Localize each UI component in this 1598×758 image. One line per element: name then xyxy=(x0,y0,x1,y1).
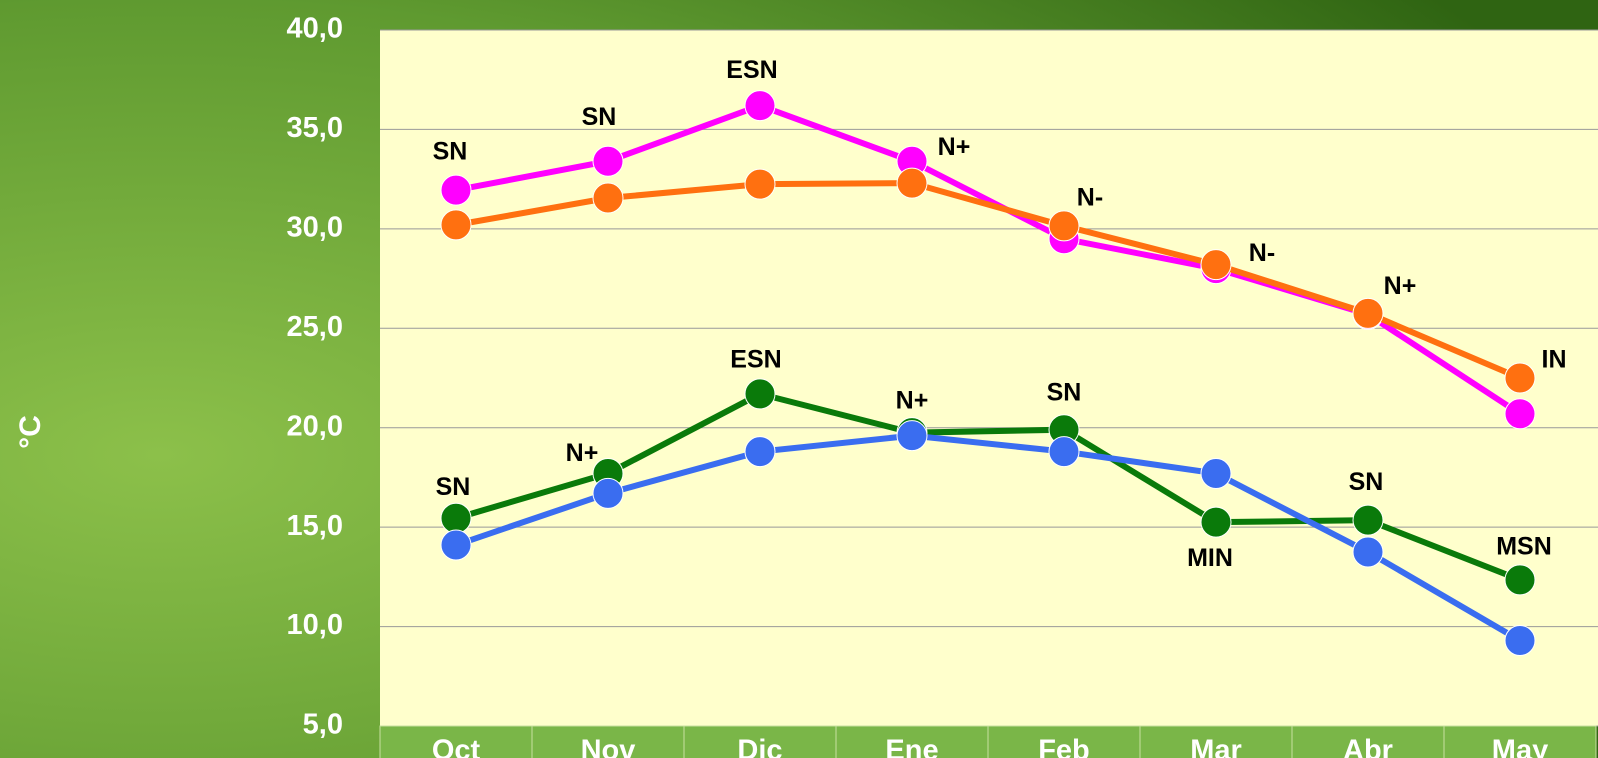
series-line xyxy=(455,180,1522,381)
x-tick-label: May xyxy=(1492,735,1548,758)
y-tick-label: 30,0 xyxy=(287,212,343,244)
point-label: N+ xyxy=(566,439,599,467)
data-point xyxy=(440,174,472,206)
category-cell xyxy=(1443,725,1597,758)
series-line xyxy=(455,390,1522,583)
point-label: SN xyxy=(1349,468,1384,496)
point-label: IN xyxy=(1542,345,1567,373)
data-point xyxy=(592,182,624,214)
data-point xyxy=(1048,436,1080,468)
point-label: N+ xyxy=(938,133,971,161)
category-cell xyxy=(835,725,989,758)
point-label: ESN xyxy=(726,56,777,84)
data-point xyxy=(1048,210,1080,242)
y-tick-label: 35,0 xyxy=(287,112,343,144)
data-point xyxy=(896,167,928,199)
y-tick-label: 40,0 xyxy=(287,13,343,45)
y-axis-label: °C xyxy=(14,415,47,449)
data-point xyxy=(744,378,776,410)
y-tick-label: 15,0 xyxy=(287,510,343,542)
point-label: SN xyxy=(436,473,471,501)
data-point xyxy=(744,90,776,122)
point-label: MIN xyxy=(1187,544,1233,572)
data-point xyxy=(1504,564,1536,596)
x-tick-label: Mar xyxy=(1190,735,1242,758)
data-point xyxy=(744,168,776,200)
point-label: N+ xyxy=(1384,272,1417,300)
data-point xyxy=(744,436,776,468)
data-point xyxy=(592,477,624,509)
y-tick-label: 5,0 xyxy=(303,709,343,741)
data-point xyxy=(1200,506,1232,538)
data-point xyxy=(1352,297,1384,329)
data-point xyxy=(1504,624,1536,656)
data-point xyxy=(1200,249,1232,281)
category-cell xyxy=(379,725,533,758)
plot-area xyxy=(380,30,1598,726)
x-tick-label: Nov xyxy=(581,735,636,758)
y-tick-label: 10,0 xyxy=(287,609,343,641)
point-label: SN xyxy=(433,138,468,166)
data-point xyxy=(440,209,472,241)
data-point xyxy=(440,529,472,561)
category-cell xyxy=(683,725,837,758)
data-point xyxy=(1504,362,1536,394)
point-label: N+ xyxy=(896,386,929,414)
y-tick-label: 25,0 xyxy=(287,311,343,343)
data-point xyxy=(440,502,472,534)
data-point xyxy=(1504,398,1536,430)
y-tick-label: 20,0 xyxy=(287,410,343,442)
category-cell xyxy=(1291,725,1445,758)
point-label: N- xyxy=(1249,239,1275,267)
x-tick-label: Feb xyxy=(1038,735,1090,758)
series-line xyxy=(455,432,1522,644)
data-point xyxy=(1352,504,1384,536)
data-point xyxy=(1352,536,1384,568)
point-label: MSN xyxy=(1496,532,1552,560)
data-point xyxy=(1200,457,1232,489)
data-point xyxy=(896,420,928,452)
point-label: SN xyxy=(1047,378,1082,406)
category-cell xyxy=(531,725,685,758)
x-tick-label: Dic xyxy=(737,735,782,758)
x-tick-label: Ene xyxy=(885,735,938,758)
point-label: ESN xyxy=(730,346,781,374)
point-label: N- xyxy=(1077,183,1103,211)
x-tick-label: Abr xyxy=(1343,735,1393,758)
x-tick-label: Oct xyxy=(432,735,481,758)
category-cell xyxy=(1139,725,1293,758)
point-label: SN xyxy=(582,103,617,131)
data-point xyxy=(592,145,624,177)
